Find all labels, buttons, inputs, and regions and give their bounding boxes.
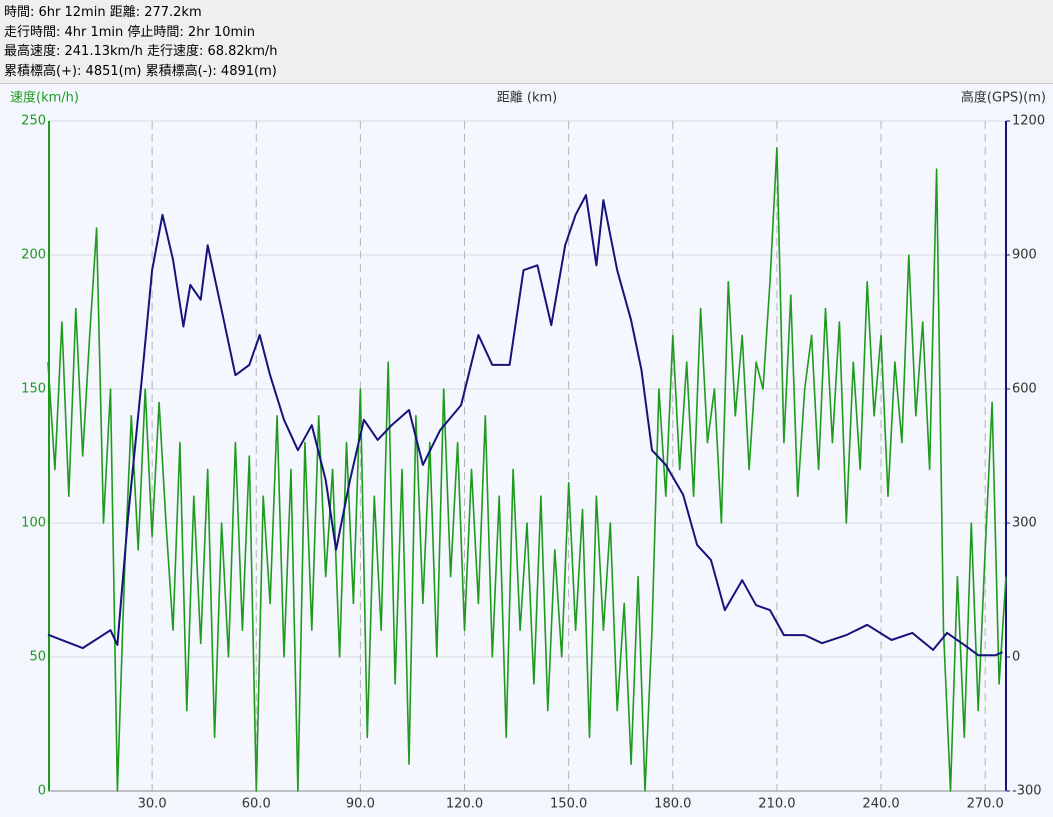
y2-tick-label: -300 xyxy=(1012,784,1042,799)
y-tick-label: 150 xyxy=(21,382,46,397)
y-tick-label: 50 xyxy=(29,650,46,665)
x-tick-label: 120.0 xyxy=(446,797,483,812)
y2-tick-label: 1200 xyxy=(1012,114,1045,129)
chart: 速度(km/h) 距離 (km) 高度(GPS)(m) 0 50 100 150 200… xyxy=(10,90,1046,812)
summary-line: 時間: 6hr 12min 距離: 277.2km xyxy=(4,5,202,20)
y2-axis-title: 高度(GPS)(m) xyxy=(961,90,1046,106)
summary-header: 時間: 6hr 12min 距離: 277.2km 走行時間: 4hr 1min… xyxy=(0,0,1053,84)
y-tick-label: 250 xyxy=(21,114,46,129)
summary-line: 走行時間: 4hr 1min 停止時間: 2hr 10min xyxy=(4,24,255,40)
y2-tick-label: 600 xyxy=(1012,382,1037,397)
x-tick-label: 240.0 xyxy=(862,797,899,812)
y2-tick-label: 0 xyxy=(1012,650,1020,665)
x-tick-label: 30.0 xyxy=(138,797,167,812)
y2-tick-label: 300 xyxy=(1012,516,1037,531)
summary-line: 最高速度: 241.13km/h 走行速度: 68.82km/h xyxy=(4,44,278,59)
plot-area xyxy=(48,121,1006,791)
x-tick-label: 60.0 xyxy=(242,797,271,812)
x-tick-label: 180.0 xyxy=(654,797,691,812)
y-tick-label: 0 xyxy=(38,784,46,799)
x-axis-title: 距離 (km) xyxy=(497,91,557,106)
y2-tick-label: 900 xyxy=(1012,248,1037,263)
x-tick-label: 150.0 xyxy=(550,797,587,812)
x-tick-label: 90.0 xyxy=(346,797,375,812)
y-tick-label: 100 xyxy=(21,516,46,531)
x-tick-label: 210.0 xyxy=(758,797,795,812)
y-tick-label: 200 xyxy=(21,248,46,263)
summary-line: 累積標高(+): 4851(m) 累積標高(-): 4891(m) xyxy=(4,63,277,79)
y-axis-title: 速度(km/h) xyxy=(10,90,79,106)
series-line xyxy=(47,147,1007,792)
series-line xyxy=(47,194,1003,657)
x-tick-label: 270.0 xyxy=(967,797,1004,812)
